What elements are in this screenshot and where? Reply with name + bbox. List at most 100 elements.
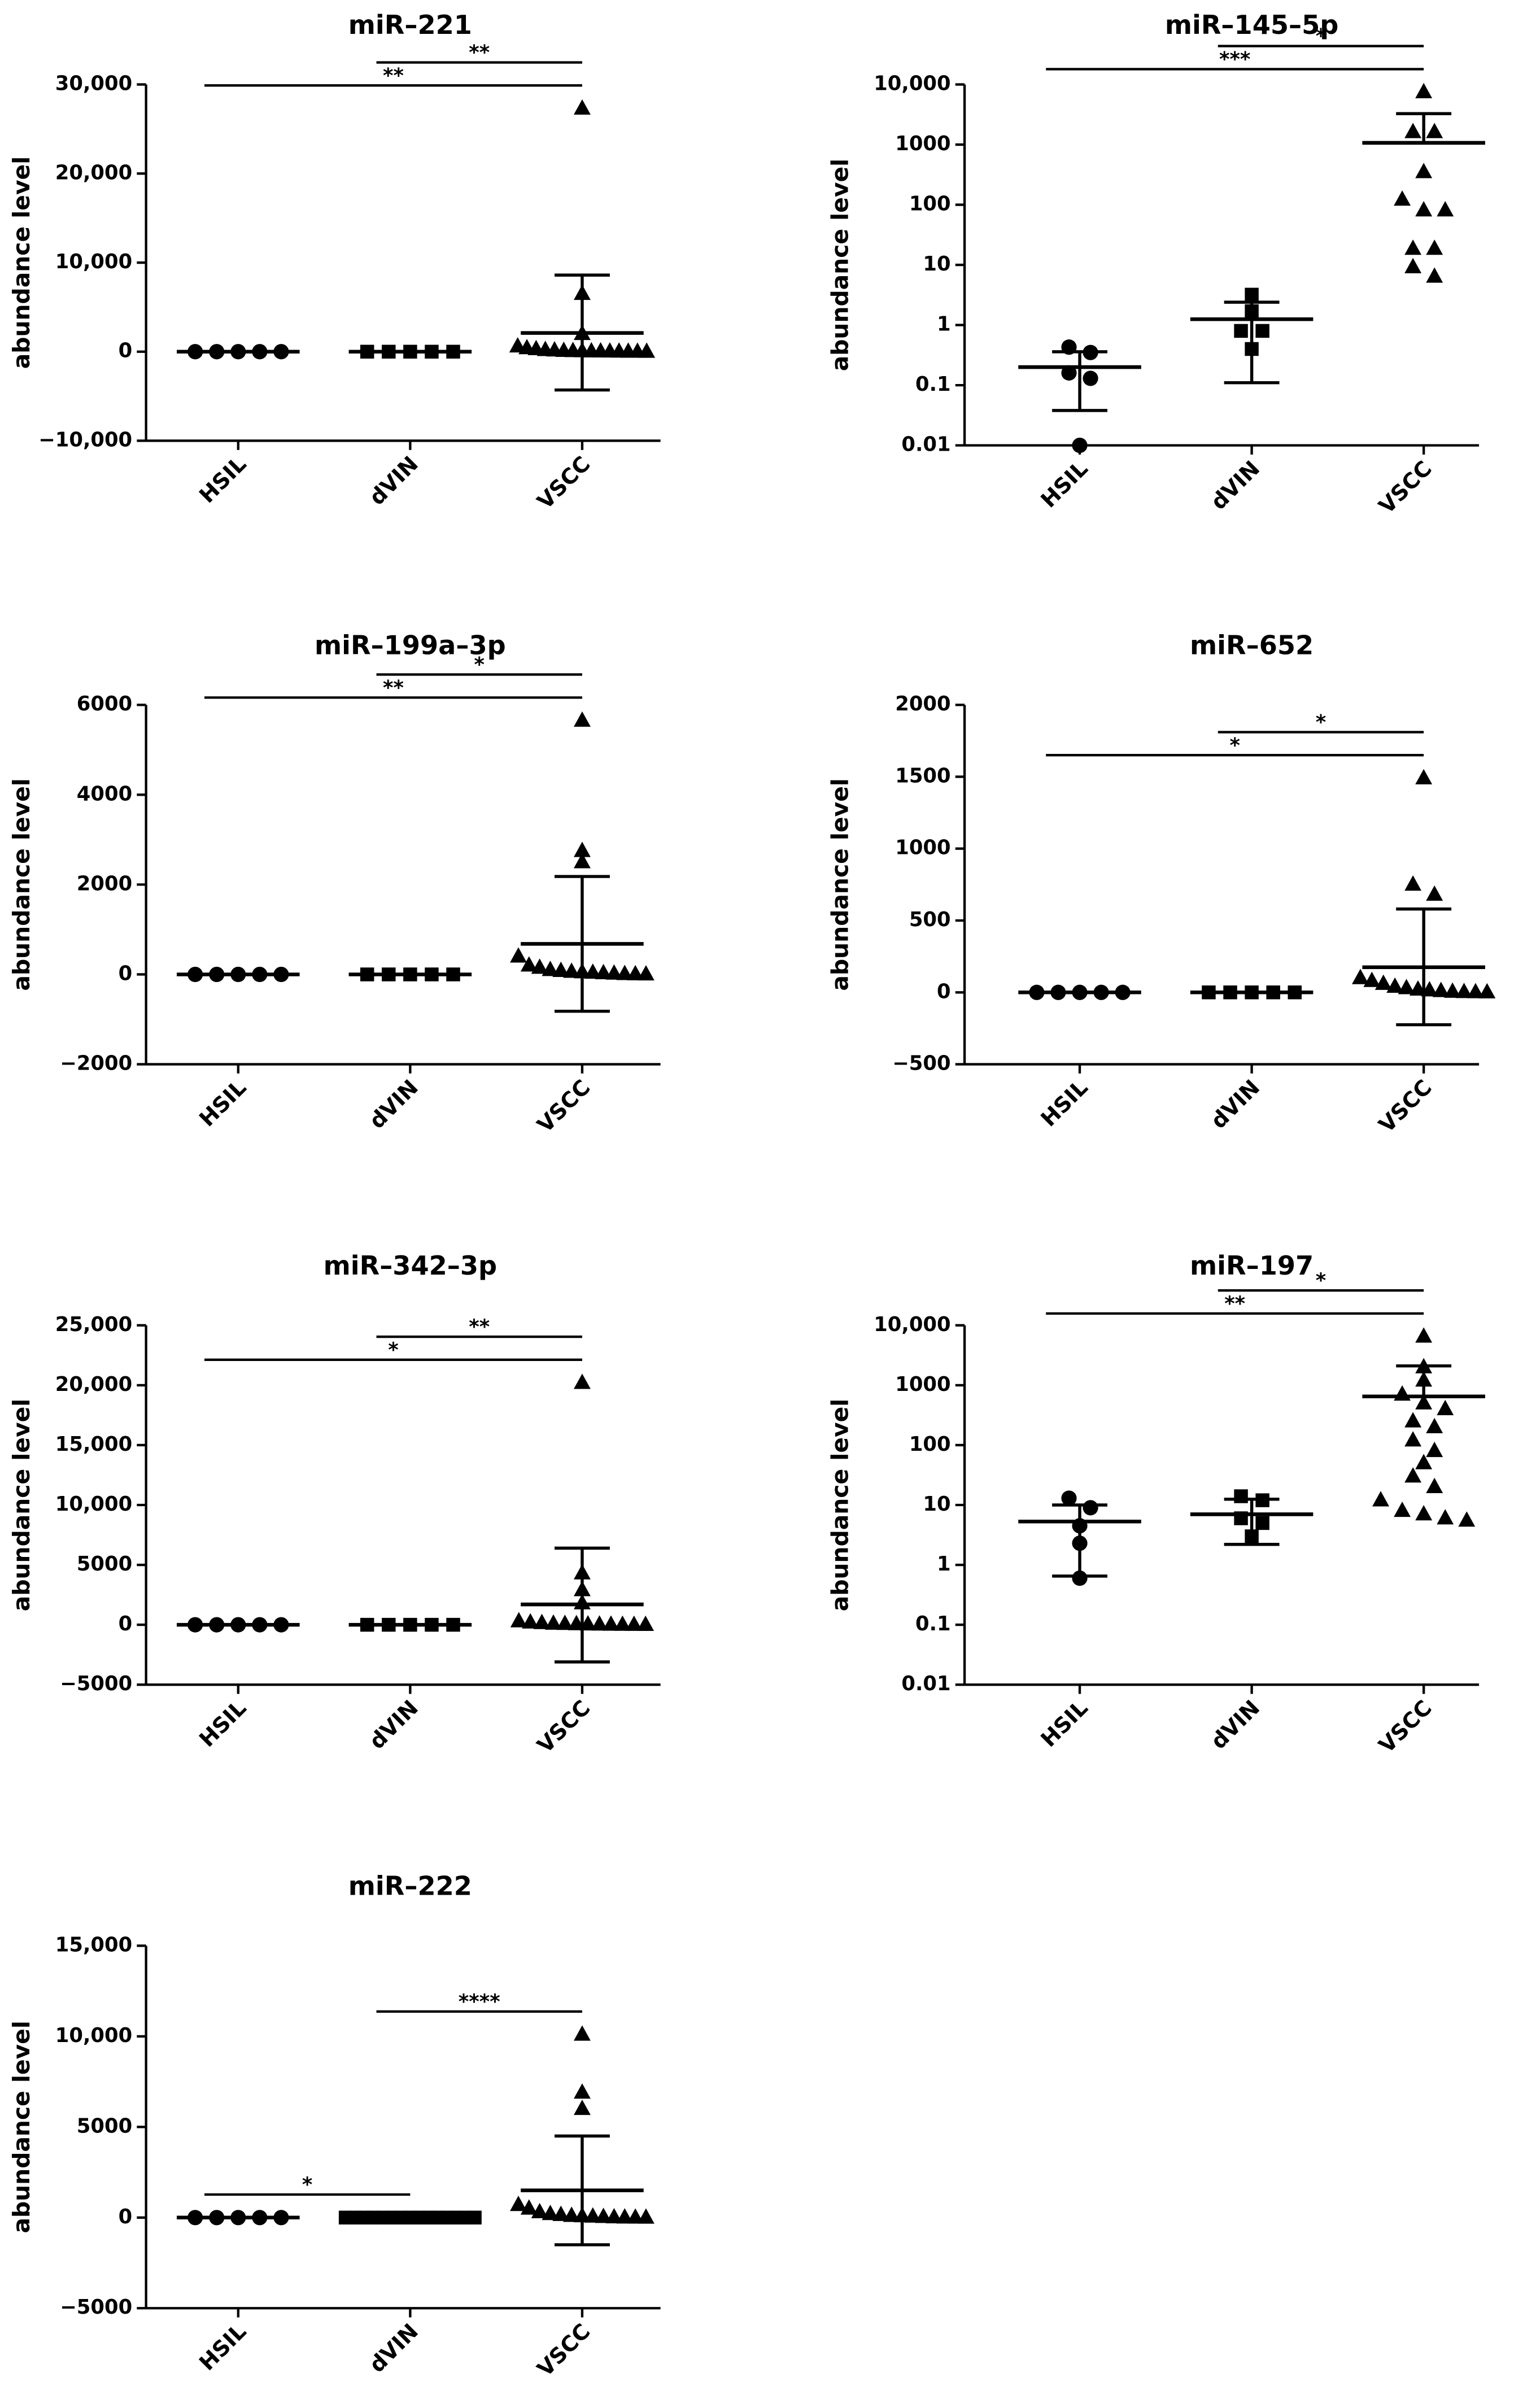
data-point [1478,983,1496,998]
x-tick-label: dVIN [1206,456,1265,514]
data-point [1415,1327,1433,1343]
data-point [510,1612,527,1628]
y-tick-label: −5000 [60,1672,132,1695]
data-point [1352,969,1369,984]
significance-label: * [388,1338,398,1362]
data-point [1374,974,1392,990]
data-point [552,2205,570,2221]
data-point [1455,983,1473,998]
data-point [1426,1441,1443,1458]
significance-label: * [1229,734,1240,757]
data-point [1426,1477,1443,1493]
data-point [573,1373,591,1389]
data-point [584,2207,601,2223]
significance-label: * [474,653,485,677]
panel: miR–342–3p abundance level −5000 0 5000 10,00… [8,1250,661,1758]
x-tick-label: HSIL [194,451,251,508]
y-tick-label: 0.1 [915,373,951,396]
y-axis-label: abundance level [8,778,35,991]
data-point [1415,82,1433,99]
chart-title: miR–199a–3p [315,630,506,660]
y-tick-label: 10,000 [874,72,950,95]
y-axis-label: abundance level [8,2021,35,2233]
data-point [1426,239,1443,255]
y-tick-label: 15,000 [55,1933,132,1956]
x-tick-label: VSCC [1374,1075,1437,1137]
data-point [1404,875,1422,891]
data-point [1415,201,1433,217]
data-point [637,965,654,981]
data-point [595,2208,612,2223]
data-point [637,2208,654,2224]
data-point [1404,1412,1422,1428]
data-point [1394,1501,1411,1517]
chart-title: miR–652 [1190,630,1314,660]
y-tick-label: 0 [937,980,951,1003]
x-tick-label: dVIN [364,1075,423,1133]
y-tick-label: 10 [923,1493,950,1516]
data-point [1234,324,1248,338]
x-tick-label: VSCC [1374,456,1437,518]
significance-label: * [1316,711,1326,734]
significance-label: ** [469,1316,490,1339]
data-point [573,2025,591,2041]
y-tick-label: 25,000 [55,1313,132,1336]
panel: miR–197 abundance level 0.01 0.1 1 10 100 1000 1… [826,1250,1485,1758]
significance-label: ** [383,64,404,88]
y-tick-label: 4000 [77,782,132,805]
y-tick-label: 100 [909,1433,951,1456]
data-point [1083,370,1098,386]
significance-label: * [1316,25,1326,48]
y-tick-label: 20,000 [55,161,132,184]
significance-label: ** [1224,1292,1245,1315]
data-point [584,963,601,979]
data-point [1415,769,1433,784]
y-tick-label: 1000 [895,1373,950,1396]
significance-label: *** [1219,48,1250,71]
data-point [1432,981,1450,997]
y-tick-label: 0.1 [915,1612,951,1635]
y-tick-label: −5000 [60,2296,132,2319]
data-point [573,841,591,857]
y-tick-label: 100 [909,193,951,216]
data-point [1404,258,1422,273]
data-point [1061,365,1077,381]
data-point [605,964,623,980]
data-point [1372,1491,1389,1507]
data-point [1437,201,1454,217]
data-point [638,342,656,358]
y-axis-label: abundance level [8,1399,35,1611]
data-point [531,2202,548,2219]
significance-label: ** [469,41,490,64]
panel: miR–221 abundance level −10,000 0 10,000 20,0… [8,10,661,514]
data-point [1386,977,1404,993]
chart-title: miR–221 [348,10,472,40]
data-point [1255,1516,1269,1530]
y-tick-label: 10,000 [55,1493,132,1516]
data-point [1404,1431,1422,1447]
y-tick-label: −2000 [60,1052,132,1075]
x-tick-label: HSIL [1036,1695,1093,1752]
data-point [563,2206,581,2222]
data-point [1415,163,1433,178]
y-tick-label: 1000 [895,836,950,860]
data-point [1072,1570,1088,1586]
y-tick-label: 0 [119,2205,133,2228]
x-tick-label: dVIN [1206,1075,1265,1133]
data-point [1394,1385,1411,1401]
data-point [573,711,591,727]
data-point [542,961,559,976]
data-point [1255,324,1269,338]
data-point [1426,123,1443,138]
data-point [1437,1509,1454,1525]
data-point [625,1615,643,1631]
panel: miR–199a–3p abundance level −2000 0 2000 4000… [8,630,661,1137]
y-tick-label: 5000 [77,1552,132,1576]
data-point [542,2205,559,2221]
data-point [1404,239,1422,255]
x-tick-label: HSIL [194,1075,251,1131]
data-point [573,2083,591,2099]
x-tick-label: VSCC [533,2319,595,2381]
